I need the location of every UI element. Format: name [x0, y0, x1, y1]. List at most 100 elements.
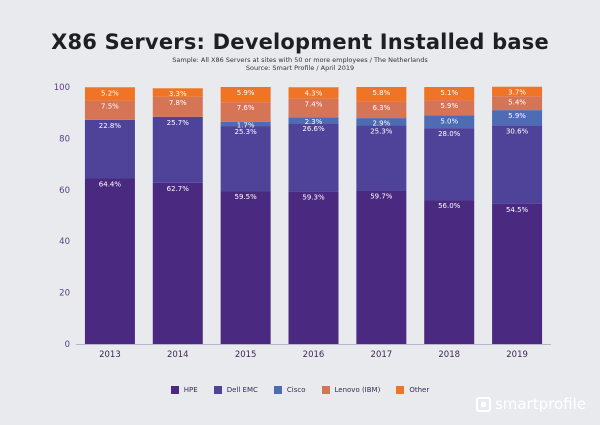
data-label: 22.8% [99, 122, 122, 130]
bar-segment-cisco [424, 115, 475, 129]
data-label: 6.3% [372, 104, 390, 112]
chart-sample-note: Sample: All X86 Servers at sites with 50… [172, 56, 428, 64]
bar-segment-other [288, 87, 339, 99]
data-label: 5.8% [372, 89, 390, 97]
x-tick-label: 2015 [235, 350, 257, 360]
data-label: 5.0% [440, 117, 458, 125]
data-label: 62.7% [167, 185, 190, 193]
data-label: 5.4% [508, 98, 526, 106]
legend-swatch [170, 386, 179, 394]
y-tick-label: 40 [59, 237, 70, 247]
legend-swatch [213, 386, 222, 394]
y-tick-label: 0 [65, 340, 70, 350]
bar-segment-hpe [152, 182, 203, 344]
bar-segment-other [492, 86, 543, 97]
bar-segment-other [152, 88, 203, 97]
legend-label: Cisco [286, 386, 306, 394]
x-tick-label: 2014 [167, 350, 189, 360]
bar-segment-lenovo-ibm- [220, 102, 271, 122]
data-label: 7.8% [169, 99, 187, 107]
bar-segment-lenovo-ibm- [152, 96, 203, 117]
data-label: 26.6% [302, 125, 325, 133]
y-tick-label: 100 [54, 83, 70, 93]
chart-title: X86 Servers: Development Installed base [51, 30, 549, 54]
data-label: 59.3% [302, 194, 325, 202]
data-label: 25.3% [235, 128, 258, 136]
data-label: 2.9% [372, 119, 390, 127]
legend-label: Other [409, 386, 430, 394]
data-label: 5.2% [101, 89, 119, 97]
legend-item: Dell EMC [213, 386, 258, 394]
x-tick-label: 2018 [438, 350, 460, 360]
smartprofile-logo: smartprofile [475, 395, 586, 413]
bar-segment-other [84, 87, 135, 101]
legend-item: HPE [170, 386, 198, 394]
bar-segment-dell-emc [288, 123, 339, 192]
bar-segment-cisco [492, 110, 543, 126]
legend-swatch [396, 386, 405, 394]
bar-segment-other [424, 87, 475, 101]
data-label: 5.9% [508, 112, 526, 120]
data-label: 54.5% [506, 206, 529, 214]
bar-segment-dell-emc [84, 119, 135, 179]
x-tick-label: 2013 [99, 350, 121, 360]
x-tick-label: 2016 [303, 350, 325, 360]
chart-legend: HPE Dell EMC Cisco Lenovo (IBM) Other [0, 386, 600, 394]
bar-segment-cisco [288, 117, 339, 124]
data-label: 2.3% [305, 118, 323, 126]
data-label: 64.4% [99, 180, 122, 188]
data-label: 4.3% [305, 89, 323, 97]
bar-segment-hpe [356, 190, 407, 344]
legend-label: HPE [183, 386, 198, 394]
bar-segment-lenovo-ibm- [492, 96, 543, 111]
bar-segment-hpe [424, 200, 475, 344]
legend-item: Lenovo (IBM) [321, 386, 381, 394]
data-label: 25.3% [370, 128, 393, 136]
legend-swatch [273, 386, 282, 394]
bar-segment-dell-emc [356, 125, 407, 191]
bar-segment-other [220, 87, 271, 103]
data-label: 1.7% [237, 121, 255, 129]
y-tick-label: 20 [59, 289, 70, 299]
smartprofile-logo-text: smartprofile [494, 395, 586, 413]
data-label: 30.6% [506, 127, 529, 135]
bar-segment-hpe [84, 178, 135, 344]
bar-segment-lenovo-ibm- [424, 100, 475, 116]
bar-segment-dell-emc [220, 126, 271, 192]
data-label: 56.0% [438, 202, 461, 210]
bar-segment-hpe [288, 191, 339, 344]
bar-segment-lenovo-ibm- [356, 101, 407, 119]
data-label: 3.3% [169, 90, 187, 98]
bar-segment-cisco [356, 118, 407, 126]
bar-segment-dell-emc [492, 125, 543, 204]
chart-source-note: Source: Smart Profile / April 2019 [245, 64, 355, 72]
data-label: 3.7% [508, 89, 526, 97]
bar-segment-lenovo-ibm- [288, 98, 339, 118]
data-label: 59.5% [235, 193, 258, 201]
bar-segment-dell-emc [152, 116, 203, 183]
bar-segment-cisco [220, 121, 271, 127]
data-label: 5.9% [237, 89, 255, 97]
data-label: 7.5% [101, 103, 119, 111]
data-label: 5.1% [440, 89, 458, 97]
smartprofile-logo-icon [475, 396, 491, 412]
data-label: 7.6% [237, 104, 255, 112]
legend-item: Other [396, 386, 429, 394]
x-tick-label: 2017 [371, 350, 393, 360]
legend-swatch [321, 386, 330, 394]
data-label: 59.7% [370, 193, 393, 201]
legend-label: Dell EMC [226, 386, 258, 394]
bar-segment-dell-emc [424, 128, 475, 201]
data-label: 25.7% [167, 119, 190, 127]
data-label: 7.4% [305, 100, 323, 108]
bar-segment-hpe [492, 203, 543, 344]
data-label: 5.9% [440, 102, 458, 110]
bar-segment-hpe [220, 191, 271, 344]
legend-item: Cisco [273, 386, 306, 394]
bar-segment-lenovo-ibm- [84, 100, 135, 120]
legend-label: Lenovo (IBM) [334, 386, 381, 394]
data-label: 28.0% [438, 130, 461, 138]
bar-segment-other [356, 87, 407, 102]
y-tick-label: 80 [59, 134, 70, 144]
